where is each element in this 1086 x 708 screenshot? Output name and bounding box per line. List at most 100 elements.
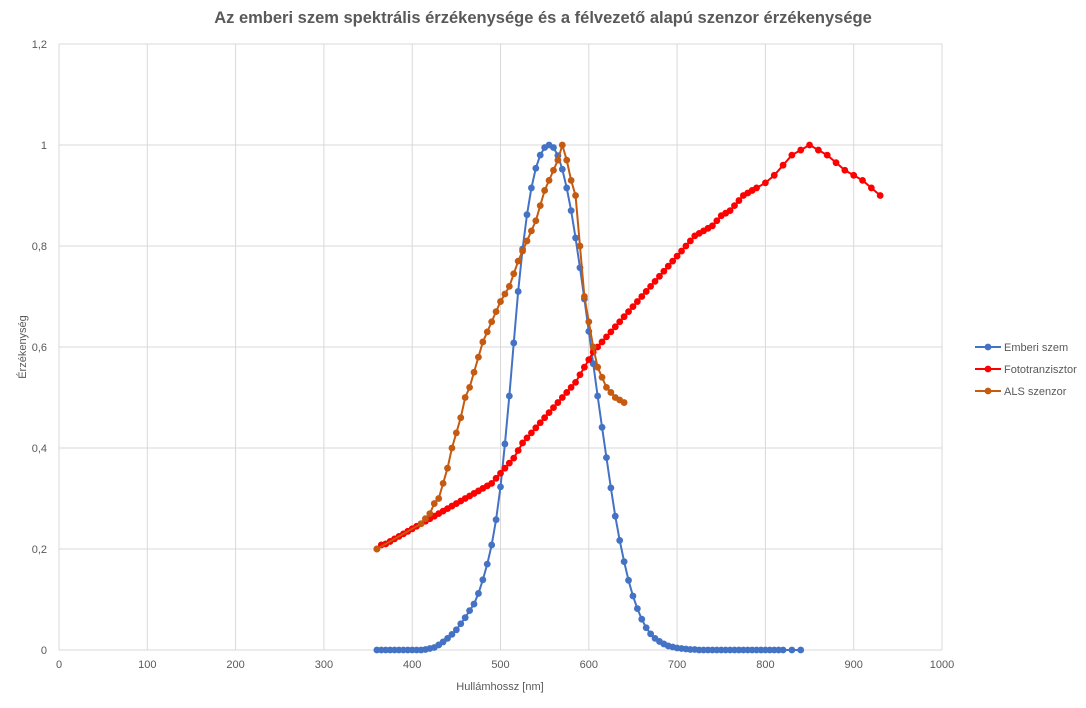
data-point	[625, 576, 632, 584]
data-point	[850, 171, 858, 179]
data-point	[475, 353, 482, 361]
data-point	[713, 217, 721, 225]
data-point	[594, 363, 602, 371]
data-point	[563, 156, 571, 164]
y-tick-label: 0,6	[32, 342, 47, 354]
data-point	[554, 399, 562, 406]
data-point	[448, 630, 456, 638]
data-point	[514, 288, 522, 295]
data-point	[616, 537, 624, 544]
x-tick-label: 700	[668, 659, 686, 671]
legend-item: ALS szenzor	[975, 386, 1067, 398]
data-point	[550, 166, 557, 174]
data-point	[492, 308, 500, 316]
y-tick-label: 0	[41, 645, 47, 657]
x-tick-label: 600	[580, 659, 598, 671]
data-point	[797, 146, 805, 154]
data-point	[563, 184, 571, 192]
data-point	[439, 479, 447, 487]
data-point	[876, 192, 884, 199]
data-point	[373, 545, 381, 553]
data-point	[625, 308, 632, 316]
data-point	[470, 600, 478, 608]
data-point	[633, 605, 641, 612]
legend-swatch-marker	[984, 365, 992, 373]
data-point	[528, 227, 535, 235]
data-point	[633, 298, 641, 305]
data-point	[616, 318, 624, 326]
data-point	[647, 630, 655, 638]
data-point	[567, 207, 575, 215]
data-point	[572, 234, 579, 242]
data-point	[461, 394, 469, 401]
data-point	[558, 165, 566, 173]
x-axis-label: Hullámhossz [nm]	[456, 681, 543, 693]
data-point	[536, 202, 544, 210]
data-point	[501, 290, 509, 298]
data-point	[461, 614, 469, 622]
data-point	[867, 184, 875, 192]
data-point	[598, 373, 606, 381]
data-point	[422, 515, 429, 523]
data-point	[492, 516, 500, 524]
data-point	[444, 464, 451, 472]
data-point	[470, 368, 478, 376]
data-point	[611, 512, 619, 520]
data-point	[452, 626, 460, 634]
y-tick-label: 1,2	[32, 39, 47, 51]
data-point	[611, 323, 619, 331]
plot-area	[58, 43, 943, 654]
data-point	[580, 293, 588, 300]
data-point	[563, 389, 571, 396]
data-point	[457, 620, 465, 628]
legend-label: ALS szenzor	[1004, 386, 1067, 398]
data-point	[709, 222, 716, 230]
x-tick-label: 0	[56, 659, 62, 671]
data-point	[567, 384, 575, 391]
data-point	[497, 469, 504, 477]
data-point	[823, 151, 831, 159]
data-point	[479, 338, 487, 346]
data-point	[466, 607, 473, 615]
legend: Emberi szem Fototranzisztor ALS szenzor	[975, 342, 1077, 398]
data-point	[550, 404, 557, 411]
data-point	[505, 392, 513, 400]
data-point	[426, 510, 434, 518]
data-point	[580, 363, 588, 371]
y-tick-label: 0,8	[32, 241, 47, 253]
data-point	[466, 384, 473, 391]
data-point	[545, 409, 553, 417]
data-point	[532, 217, 540, 225]
data-point	[589, 343, 597, 351]
data-point	[528, 429, 535, 437]
data-point	[528, 184, 535, 192]
data-point	[554, 156, 562, 164]
data-point	[726, 207, 734, 215]
data-point	[576, 371, 584, 379]
legend-label: Emberi szem	[1004, 342, 1068, 354]
data-point	[629, 303, 637, 310]
data-point	[656, 272, 663, 280]
data-point	[603, 454, 610, 461]
data-point	[510, 270, 518, 278]
data-point	[545, 176, 553, 184]
data-point	[444, 634, 451, 642]
data-point	[519, 247, 526, 255]
data-point	[832, 159, 840, 167]
data-point	[541, 187, 549, 194]
series-3	[373, 141, 628, 553]
data-point	[514, 447, 522, 454]
data-point	[620, 313, 628, 321]
data-point	[607, 484, 615, 492]
data-point	[572, 192, 579, 199]
legend-swatch-marker	[984, 343, 992, 351]
series-line	[376, 144, 625, 550]
data-point	[488, 541, 496, 549]
data-point	[536, 419, 544, 427]
data-point	[806, 141, 813, 149]
data-point	[620, 558, 628, 566]
data-point	[594, 392, 602, 400]
data-point	[762, 179, 769, 187]
data-point	[779, 161, 787, 169]
